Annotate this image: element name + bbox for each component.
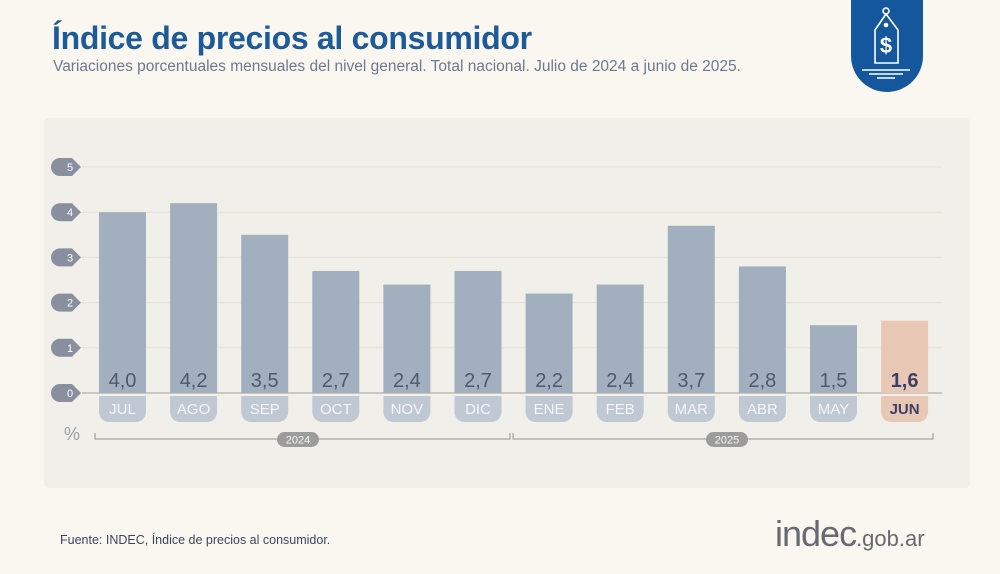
- year-pill: [277, 432, 319, 447]
- data-label: 3,7: [677, 370, 705, 392]
- y-tick-label: 2: [67, 298, 73, 310]
- bar-nov[interactable]: [383, 284, 431, 393]
- source-note: Fuente: INDEC, Índice de precios al cons…: [60, 533, 331, 547]
- data-label: 2,4: [393, 370, 421, 392]
- category-label: ABR: [747, 401, 778, 418]
- category-pill: [454, 396, 502, 422]
- category-pill: [241, 396, 289, 422]
- bar-ago[interactable]: [170, 203, 218, 393]
- price-tag-badge: $: [851, 0, 923, 92]
- category-label: NOV: [391, 401, 424, 418]
- category-label: AGO: [177, 401, 210, 418]
- year-label: 2024: [286, 435, 310, 447]
- category-label: MAR: [675, 401, 709, 418]
- data-label: 2,8: [748, 370, 776, 392]
- data-label: 3,5: [251, 370, 279, 392]
- bar-sep[interactable]: [241, 234, 289, 393]
- bar-may[interactable]: [810, 325, 857, 393]
- category-pill: [99, 396, 146, 422]
- category-label: JUL: [109, 401, 136, 418]
- y-tick-label: 0: [67, 388, 73, 400]
- data-label: 2,7: [464, 370, 492, 392]
- data-label: 2,7: [322, 370, 350, 392]
- y-tick-badge: [51, 158, 81, 176]
- category-label: FEB: [606, 401, 635, 418]
- category-label: OCT: [320, 401, 352, 418]
- year-pill: [706, 432, 748, 447]
- y-axis-unit: %: [64, 424, 80, 444]
- y-tick-label: 5: [67, 162, 73, 174]
- category-label: MAY: [818, 401, 849, 418]
- data-label: 2,2: [535, 370, 563, 392]
- data-label: 1,5: [820, 370, 848, 392]
- y-tick-badge: [51, 203, 81, 222]
- category-pill: [881, 396, 929, 422]
- data-label: 4,2: [180, 370, 208, 392]
- y-tick-badge: [51, 293, 81, 312]
- bar-mar[interactable]: [667, 225, 715, 393]
- bar-oct[interactable]: [312, 270, 360, 393]
- data-label: 4,0: [109, 370, 137, 392]
- price-tag-dollar-icon: $: [862, 7, 910, 79]
- logo-domain: .gob.ar: [856, 526, 925, 551]
- y-tick-label: 3: [67, 252, 73, 264]
- bar-abr[interactable]: [738, 266, 786, 393]
- category-pill: [312, 396, 360, 422]
- category-pill: [383, 396, 431, 422]
- category-pill: [596, 396, 644, 422]
- svg-text:$: $: [880, 33, 892, 58]
- y-tick-badge: [51, 384, 81, 402]
- year-label: 2025: [715, 435, 739, 447]
- bar-jul[interactable]: [99, 212, 146, 393]
- y-tick-label: 1: [67, 343, 73, 355]
- logo-main: indec: [775, 513, 857, 554]
- bar-feb[interactable]: [596, 284, 644, 393]
- bar-ene[interactable]: [525, 293, 573, 393]
- y-tick-label: 4: [67, 207, 73, 219]
- page-subtitle: Variaciones porcentuales mensuales del n…: [53, 58, 741, 75]
- category-label: ENE: [534, 401, 565, 418]
- indec-logo[interactable]: indec.gob.ar: [775, 513, 925, 555]
- bar-dic[interactable]: [454, 270, 502, 393]
- page-title: Índice de precios al consumidor: [52, 20, 532, 56]
- y-tick-badge: [51, 338, 81, 357]
- category-pill: [525, 396, 573, 422]
- category-label: DIC: [465, 401, 491, 418]
- category-pill: [170, 396, 218, 422]
- y-tick-badge: [51, 248, 81, 267]
- category-pill: [738, 396, 786, 422]
- data-label: 2,4: [606, 370, 634, 392]
- category-label: SEP: [250, 401, 280, 418]
- bar-jun[interactable]: [881, 320, 929, 393]
- category-pill: [667, 396, 715, 422]
- data-label: 1,6: [891, 370, 919, 392]
- category-label: JUN: [890, 401, 920, 418]
- category-pill: [810, 396, 857, 422]
